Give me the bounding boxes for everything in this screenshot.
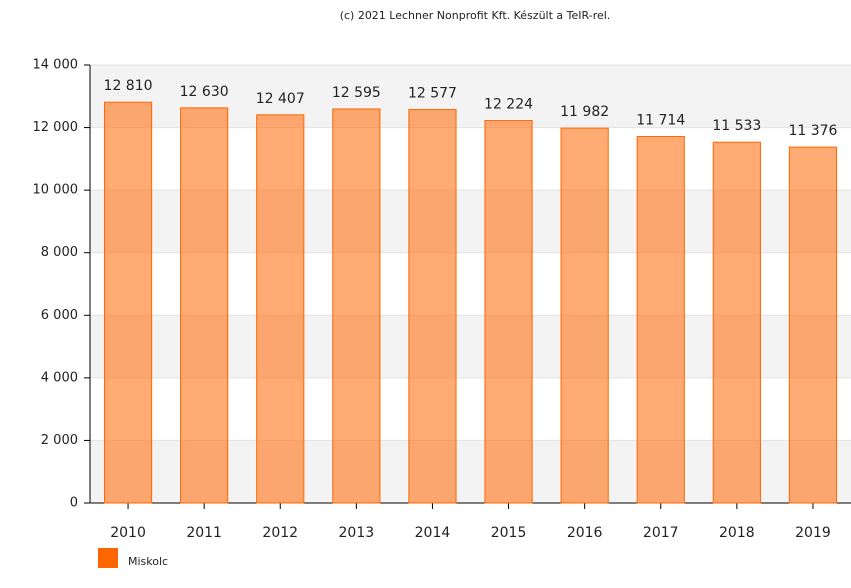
- x-tick-label: 2014: [415, 525, 451, 541]
- value-label: 12 595: [332, 85, 381, 101]
- bar: [408, 109, 457, 504]
- value-label: 12 224: [484, 97, 533, 113]
- bar: [788, 146, 838, 504]
- y-tick-label: 0: [70, 496, 78, 511]
- bar: [103, 101, 153, 504]
- x-tick-label: 2015: [491, 525, 527, 541]
- x-tick-label: 2012: [262, 525, 298, 541]
- y-tick-label: 4 000: [41, 370, 78, 385]
- x-tick-label: 2019: [795, 525, 831, 541]
- bar: [484, 120, 533, 504]
- y-tick-label: 10 000: [33, 183, 79, 198]
- bar: [712, 141, 761, 504]
- x-tick-label: 2013: [339, 525, 375, 541]
- value-label: 12 630: [180, 84, 229, 100]
- value-label: 11 714: [636, 113, 685, 129]
- y-tick-label: 2 000: [41, 433, 78, 448]
- value-label: 11 982: [560, 104, 609, 120]
- bar: [636, 136, 685, 504]
- x-tick-label: 2016: [567, 525, 603, 541]
- bar: [180, 107, 229, 504]
- x-tick-label: 2018: [719, 525, 755, 541]
- value-label: 12 407: [256, 91, 305, 107]
- legend-swatch: [98, 548, 118, 568]
- bar: [256, 114, 305, 504]
- x-tick-label: 2017: [643, 525, 679, 541]
- y-tick-label: 14 000: [33, 58, 79, 73]
- value-label: 11 533: [712, 118, 761, 134]
- x-tick-label: 2010: [110, 525, 146, 541]
- value-label: 12 810: [104, 78, 153, 94]
- bar: [332, 108, 381, 504]
- y-tick-label: 8 000: [41, 245, 78, 260]
- bar: [560, 127, 609, 504]
- value-label: 12 577: [408, 86, 457, 102]
- y-tick-label: 12 000: [33, 120, 79, 135]
- x-tick-label: 2011: [186, 525, 222, 541]
- chart-title: (c) 2021 Lechner Nonprofit Kft. Készült …: [340, 9, 611, 22]
- legend-label: Miskolc: [128, 555, 168, 568]
- value-label: 11 376: [788, 123, 837, 139]
- y-tick-label: 6 000: [41, 308, 78, 323]
